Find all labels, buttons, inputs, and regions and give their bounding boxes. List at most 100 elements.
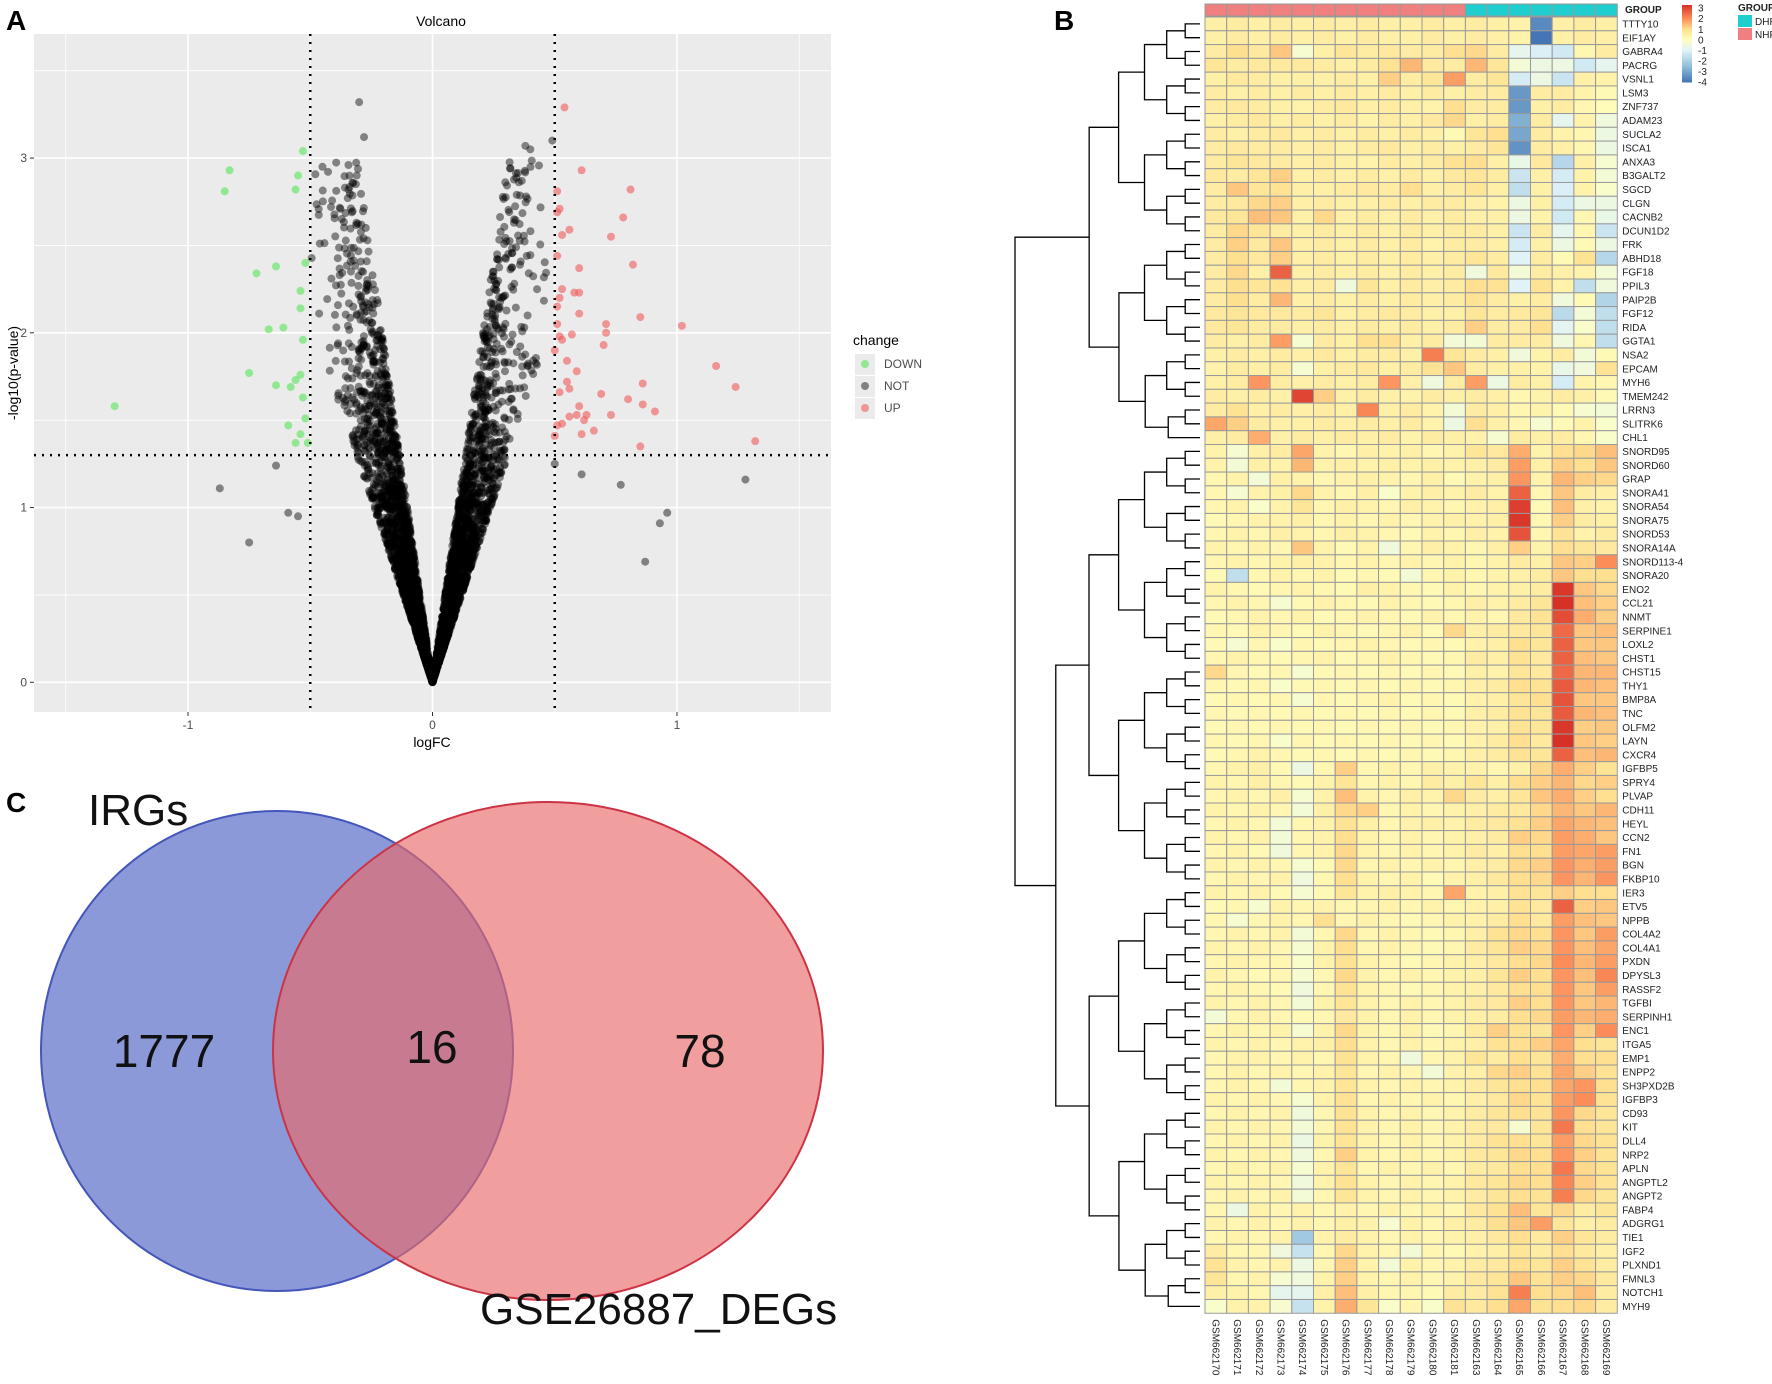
heatmap-cell [1530,278,1553,294]
down-point [220,187,229,196]
heatmap-cell [1595,499,1618,514]
group-cell-nhf [1399,3,1423,17]
not-point [465,475,474,484]
not-point [419,650,428,659]
not-point [480,349,489,358]
not-point [394,451,403,460]
heatmap-cell [1595,319,1618,335]
heatmap-cell [1356,209,1380,225]
down-point [296,430,305,439]
not-point [454,560,463,569]
panel-label-a: A [6,5,26,36]
heatmap-cell [1421,347,1445,363]
not-point [398,543,407,552]
y-tick-label: 2 [20,326,27,340]
not-point [414,625,423,634]
not-point [440,600,449,609]
not-point [483,380,492,389]
not-point [462,575,471,584]
not-point [386,387,395,396]
not-point [377,389,386,398]
not-point [437,646,446,655]
not-point [331,232,340,241]
not-point [487,500,496,509]
not-point [445,560,454,569]
not-point [435,640,444,649]
heatmap-cell [1421,333,1445,349]
not-point [375,438,384,447]
not-point [426,672,435,681]
not-point [404,563,413,572]
not-point [388,428,397,437]
dendrogram-branch [1184,243,1200,259]
not-point [468,477,477,486]
not-point [464,557,473,566]
dendrogram-branch [1184,533,1200,549]
not-point [412,592,421,601]
heatmap-cell [1486,71,1510,87]
up-point [558,419,567,428]
heatmap-cell [1291,278,1315,294]
heatmap-cell [1226,85,1249,101]
not-point [463,558,472,567]
heatmap-cell [1399,57,1423,73]
not-point [433,655,442,664]
not-point [429,675,438,684]
not-point [469,500,478,509]
heatmap-cell [1378,154,1401,170]
up-point [565,225,574,234]
heatmap-cell [1226,71,1249,87]
not-point [436,637,445,646]
heatmap-cell [1226,430,1249,445]
not-point [402,563,411,572]
heatmap-cell [1204,430,1228,445]
not-point [422,656,431,665]
heatmap-cell [1399,209,1423,225]
not-point [447,558,456,567]
not-point [518,371,527,380]
not-point [328,196,337,205]
heatmap-cell [1595,250,1618,266]
not-point [383,539,392,548]
heatmap-cell [1356,292,1380,308]
not-point [473,532,482,541]
down-point [264,325,273,334]
heatmap-cell [1464,223,1488,239]
not-point [459,558,468,567]
heatmap-cell [1551,306,1575,321]
not-point [491,348,500,357]
heatmap-cell [1247,30,1271,46]
heatmap-cell [1421,278,1445,294]
not-point [419,621,428,630]
not-point [357,343,366,352]
heatmap-cell [1334,44,1358,59]
not-point [495,305,504,314]
not-point [458,492,467,501]
heatmap-cell [1226,181,1249,197]
heatmap-cell [1313,140,1336,156]
up-point [562,356,571,365]
not-point [357,189,366,198]
not-point [445,618,454,627]
heatmap-cell [1313,223,1336,239]
heatmap-cell [1356,526,1380,542]
heatmap-cell [1399,471,1423,487]
not-point [448,583,457,592]
heatmap-cell [1551,443,1575,459]
venn-count-degs-only: 78 [674,1025,725,1077]
not-point [426,663,435,672]
not-point [534,161,543,170]
heatmap-cell [1334,209,1358,225]
dendrogram-branch [1166,954,1186,983]
heatmap-cell [1421,457,1445,473]
heatmap-cell [1399,402,1423,418]
not-point [441,599,450,608]
not-point [399,575,408,584]
not-point [346,399,355,408]
not-point [445,610,454,619]
group-cell-dhf [1486,3,1510,17]
heatmap-cell [1269,71,1293,87]
heatmap-cell [1313,126,1336,142]
not-point [440,634,449,643]
heatmap-cell [1399,71,1423,87]
